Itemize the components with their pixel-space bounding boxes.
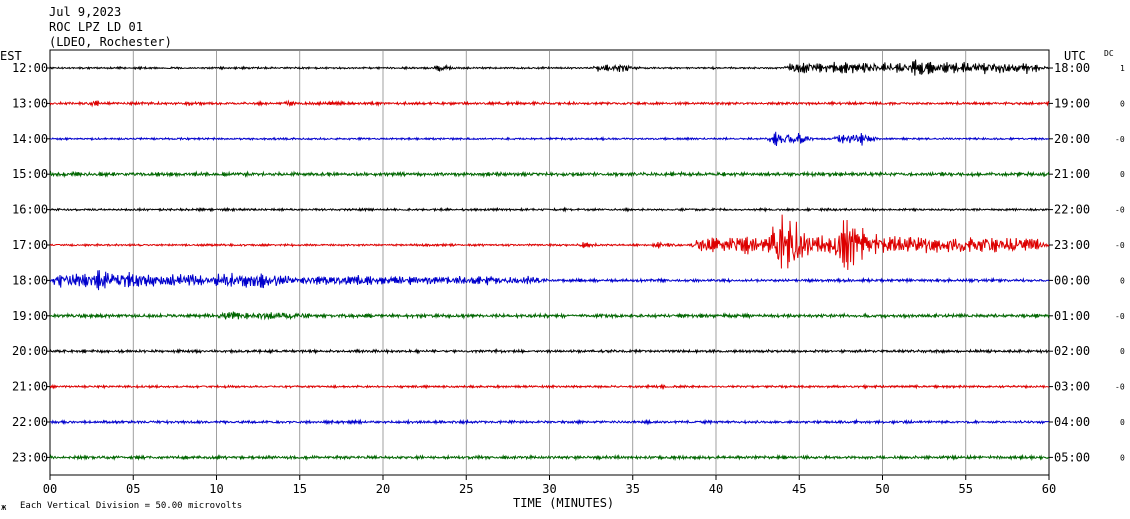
trace-row-1300 bbox=[49, 99, 1050, 108]
x-axis-ticks: 00 05 10 15 20 25 30 35 40 45 50 55 60 bbox=[43, 475, 1056, 496]
utc-hour-label: 01:00 bbox=[1054, 309, 1090, 323]
scale-note: Each Vertical Division = 50.00 microvolt… bbox=[20, 501, 242, 511]
vertical-gridlines bbox=[132, 50, 967, 475]
x-tick-label: 55 bbox=[959, 482, 973, 496]
utc-hour-label: 00:00 bbox=[1054, 273, 1090, 287]
dc-offset-value: 1 bbox=[1120, 64, 1125, 73]
est-hour-label: 20:00 bbox=[12, 344, 48, 358]
x-tick-label: 30 bbox=[542, 482, 556, 496]
trace-row-1900 bbox=[49, 311, 1050, 321]
x-tick-label: 25 bbox=[459, 482, 473, 496]
dc-offset-value: 0 bbox=[1120, 170, 1125, 179]
est-hour-label: 13:00 bbox=[12, 96, 48, 110]
utc-hour-label: 02:00 bbox=[1054, 344, 1090, 358]
trace-row-1500 bbox=[49, 170, 1050, 179]
trace-row-2300 bbox=[49, 453, 1050, 462]
dc-column-label: DC bbox=[1104, 49, 1114, 58]
dc-offset-value: 0 bbox=[1120, 276, 1125, 285]
corner-mark: ж bbox=[1, 503, 7, 513]
utc-hour-label: 05:00 bbox=[1054, 450, 1090, 464]
utc-hour-label: 19:00 bbox=[1054, 96, 1090, 110]
row-labels: 12:00 18:00 1 13:00 19:00 0 14:00 20:00 -0 15:00 2… bbox=[12, 61, 1125, 464]
x-tick-label: 40 bbox=[709, 482, 723, 496]
x-axis-title: TIME (MINUTES) bbox=[513, 496, 614, 510]
x-tick-label: 60 bbox=[1042, 482, 1056, 496]
utc-hour-label: 23:00 bbox=[1054, 238, 1090, 252]
trace-row-1200 bbox=[49, 59, 1050, 76]
dc-offset-value: 0 bbox=[1120, 453, 1125, 462]
x-tick-label: 00 bbox=[43, 482, 57, 496]
seismic-traces bbox=[49, 59, 1050, 462]
dc-offset-value: -0 bbox=[1115, 383, 1125, 392]
x-tick-label: 50 bbox=[875, 482, 889, 496]
est-hour-label: 22:00 bbox=[12, 415, 48, 429]
dc-offset-value: 0 bbox=[1120, 418, 1125, 427]
est-hour-label: 14:00 bbox=[12, 132, 48, 146]
est-hour-label: 12:00 bbox=[12, 61, 48, 75]
x-tick-label: 15 bbox=[293, 482, 307, 496]
utc-hour-label: 18:00 bbox=[1054, 61, 1090, 75]
est-hour-label: 16:00 bbox=[12, 203, 48, 217]
utc-hour-label: 03:00 bbox=[1054, 380, 1090, 394]
dc-offset-value: -0 bbox=[1115, 241, 1125, 250]
est-hour-label: 15:00 bbox=[12, 167, 48, 181]
x-tick-label: 10 bbox=[209, 482, 223, 496]
x-tick-label: 35 bbox=[626, 482, 640, 496]
est-axis-label: EST bbox=[0, 49, 22, 63]
est-hour-label: 19:00 bbox=[12, 309, 48, 323]
est-hour-label: 18:00 bbox=[12, 273, 48, 287]
utc-axis-label: UTC bbox=[1064, 49, 1086, 63]
est-hour-label: 21:00 bbox=[12, 380, 48, 394]
x-tick-label: 20 bbox=[376, 482, 390, 496]
dc-offset-value: -0 bbox=[1115, 135, 1125, 144]
trace-row-1400 bbox=[49, 131, 1050, 147]
dc-offset-value: -0 bbox=[1115, 206, 1125, 215]
utc-hour-label: 20:00 bbox=[1054, 132, 1090, 146]
trace-row-1600 bbox=[49, 206, 1050, 213]
dc-offset-value: -0 bbox=[1115, 312, 1125, 321]
dc-offset-value: 0 bbox=[1120, 347, 1125, 356]
trace-row-2000 bbox=[49, 347, 1050, 355]
trace-row-1800 bbox=[49, 270, 1050, 291]
est-hour-label: 23:00 bbox=[12, 450, 48, 464]
est-hour-label: 17:00 bbox=[12, 238, 48, 252]
utc-hour-label: 21:00 bbox=[1054, 167, 1090, 181]
header-station: ROC LPZ LD 01 bbox=[49, 20, 143, 34]
trace-row-1700 bbox=[49, 214, 1050, 270]
x-tick-label: 45 bbox=[792, 482, 806, 496]
header-date: Jul 9,2023 bbox=[49, 5, 121, 19]
trace-row-2200 bbox=[49, 418, 1050, 426]
x-tick-label: 05 bbox=[126, 482, 140, 496]
utc-hour-label: 22:00 bbox=[1054, 203, 1090, 217]
dc-offset-value: 0 bbox=[1120, 99, 1125, 108]
header-network: (LDEO, Rochester) bbox=[49, 35, 172, 49]
utc-hour-label: 04:00 bbox=[1054, 415, 1090, 429]
trace-row-2100 bbox=[49, 383, 1050, 390]
